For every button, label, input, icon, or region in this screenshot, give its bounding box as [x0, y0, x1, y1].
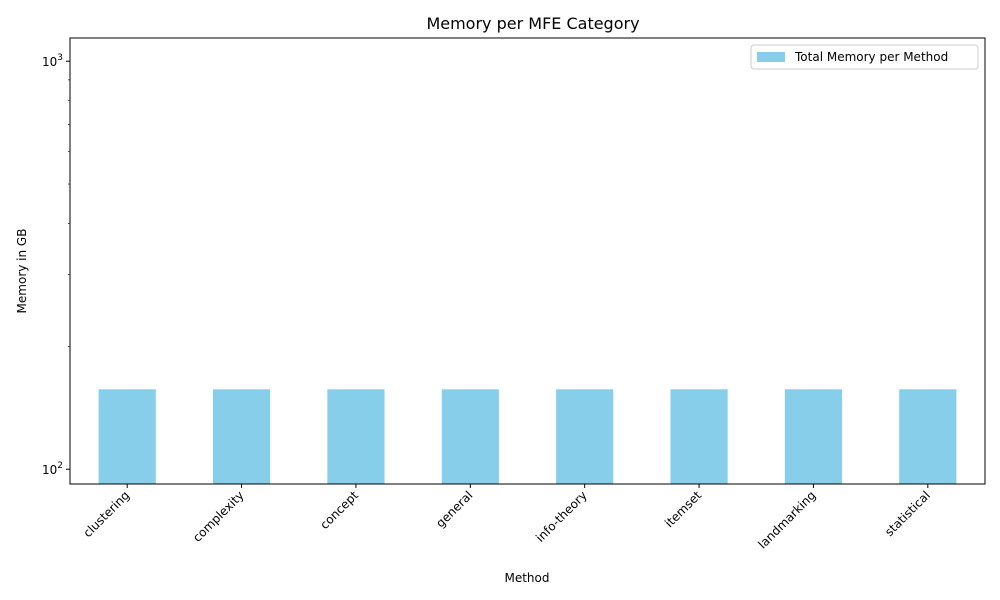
x-tick-label-general: general [433, 488, 475, 530]
x-tick-label-complexity: complexity [190, 488, 247, 545]
x-tick-label-clustering: clustering [80, 488, 132, 540]
x-tick-label-statistical: statistical [882, 488, 933, 539]
bar-clustering [98, 389, 156, 484]
plot-area: clustering complexity concept general info-t… [42, 37, 986, 551]
bar-itemset [670, 389, 728, 484]
bar-concept [327, 389, 385, 484]
x-axis-label: Method [504, 571, 549, 585]
y-tick-label-100: 102 [42, 461, 63, 477]
bar-info-theory [556, 389, 614, 484]
chart-title: Memory per MFE Category [426, 14, 639, 33]
legend-label: Total Memory per Method [794, 50, 948, 64]
bar-general [441, 389, 499, 484]
legend: Total Memory per Method [750, 44, 979, 70]
x-tick-label-info-theory: info-theory [533, 488, 590, 545]
x-tick-label-itemset: itemset [662, 488, 704, 530]
bar-complexity [212, 389, 271, 484]
legend-box [750, 44, 979, 70]
bar-statistical [899, 389, 957, 484]
legend-swatch [757, 52, 785, 62]
x-tick-label-landmarking: landmarking [755, 488, 818, 551]
plot-frame [69, 37, 986, 485]
y-axis-label: Memory in GB [15, 229, 29, 314]
x-tick-label-concept: concept [317, 488, 361, 532]
y-tick-label-1000: 103 [42, 53, 63, 69]
bar-landmarking [784, 389, 843, 484]
